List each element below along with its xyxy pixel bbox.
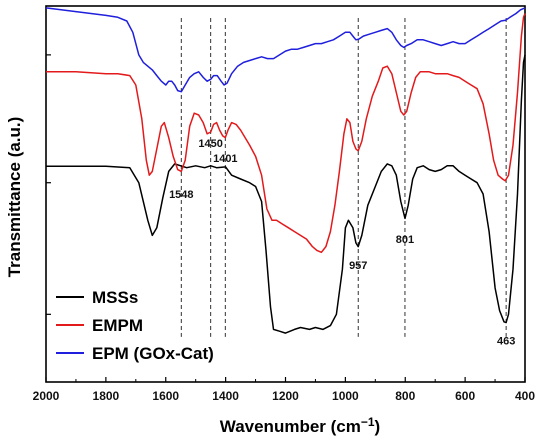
series-line-2 <box>45 7 526 93</box>
peak-label-1401: 1401 <box>213 153 237 165</box>
x-tick-label: 1200 <box>272 389 299 403</box>
peak-label-957: 957 <box>349 260 367 272</box>
peak-annotations: 1548 1450 1401 957 801 463 <box>169 138 515 347</box>
series-layer <box>45 7 526 334</box>
legend: MSSs EMPM EPM (GOx-Cat) <box>56 288 214 363</box>
x-tick-label: 1400 <box>212 389 239 403</box>
x-tick-label: 2000 <box>33 389 60 403</box>
x-axis-title: Wavenumber (cm−1) <box>220 415 380 436</box>
legend-label-1: EMPM <box>92 316 143 335</box>
plot-area: 1548 1450 1401 957 801 463 2000 1800 1600 1400 12… <box>33 5 535 403</box>
peak-label-1548: 1548 <box>169 189 193 201</box>
x-axis-ticks: 2000 1800 1600 1400 1200 1000 800 600 400 <box>33 377 535 403</box>
x-tick-label: 1600 <box>152 389 179 403</box>
peak-label-463: 463 <box>497 335 515 347</box>
peak-label-801: 801 <box>396 234 414 246</box>
y-axis-title: Transmittance (a.u.) <box>5 117 24 278</box>
x-tick-label: 800 <box>395 389 415 403</box>
legend-label-2: EPM (GOx-Cat) <box>92 344 214 363</box>
reference-lines <box>180 18 507 337</box>
series-line-1 <box>46 13 526 254</box>
y-axis-ticks <box>46 54 51 315</box>
x-tick-label: 600 <box>455 389 475 403</box>
x-tick-label: 400 <box>515 389 535 403</box>
x-tick-label: 1800 <box>93 389 120 403</box>
series-line-0 <box>46 54 526 334</box>
x-tick-label: 1000 <box>332 389 359 403</box>
peak-label-1450: 1450 <box>198 138 222 150</box>
legend-label-0: MSSs <box>92 288 138 307</box>
